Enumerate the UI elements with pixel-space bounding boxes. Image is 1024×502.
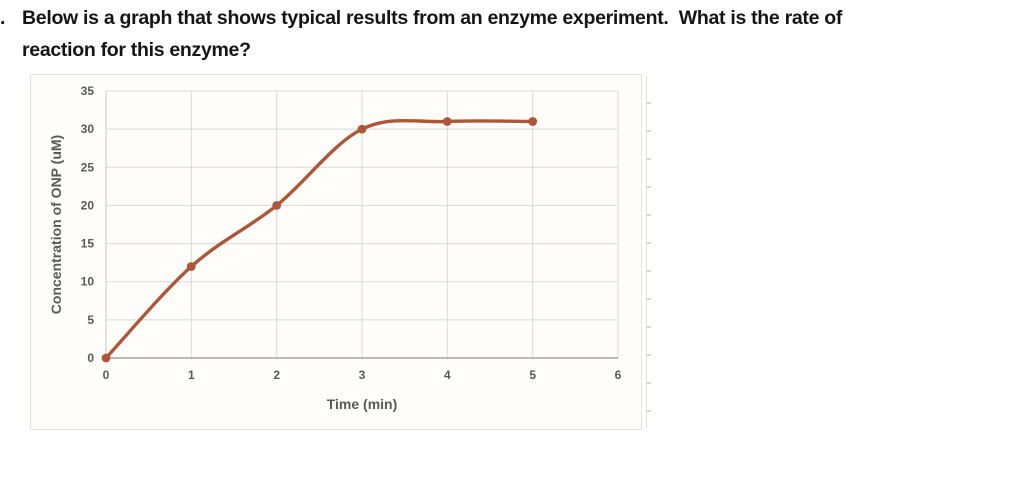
x-tick-label: 3 (359, 368, 366, 382)
x-tick-label: 0 (103, 368, 110, 382)
question-text: Below is a graph that shows typical resu… (22, 2, 1012, 66)
x-tick-label: 5 (529, 368, 536, 382)
data-point-marker (186, 262, 196, 271)
x-tick-label: 4 (444, 368, 451, 382)
chart-figure: 0 1 2 3 4 5 6 0 5 10 15 20 25 30 35 Time (min) Concentra… (30, 74, 642, 430)
data-point-marker (528, 117, 538, 126)
data-point-marker (357, 124, 367, 134)
series-line (104, 118, 535, 360)
data-point-marker (442, 117, 452, 126)
x-tick-label: 1 (188, 368, 195, 382)
y-tick-label: 30 (81, 122, 95, 136)
question-number-fragment: . (0, 7, 6, 29)
question-line-2: reaction for this enzyme? (22, 39, 251, 61)
data-point-marker (272, 201, 282, 210)
x-axis-title: Time (min) (327, 396, 398, 412)
x-tick-label: 2 (273, 368, 280, 382)
y-tick-label: 25 (81, 160, 95, 174)
image-edge-tick-marks (646, 76, 651, 428)
y-tick-label: 15 (81, 237, 95, 251)
y-tick-label: 0 (87, 351, 94, 365)
x-tick-label: 6 (615, 368, 622, 382)
enzyme-concentration-chart: 0 1 2 3 4 5 6 0 5 10 15 20 25 30 35 Time (min) Concentra… (48, 84, 622, 412)
question-line-1: Below is a graph that shows typical resu… (22, 7, 843, 29)
y-tick-label: 35 (81, 84, 95, 98)
y-tick-label: 5 (87, 313, 94, 327)
data-point-marker (101, 353, 111, 363)
y-tick-label: 10 (81, 275, 95, 289)
y-axis-title: Concentration of ONP (uM) (48, 135, 64, 314)
y-tick-label: 20 (81, 198, 95, 212)
